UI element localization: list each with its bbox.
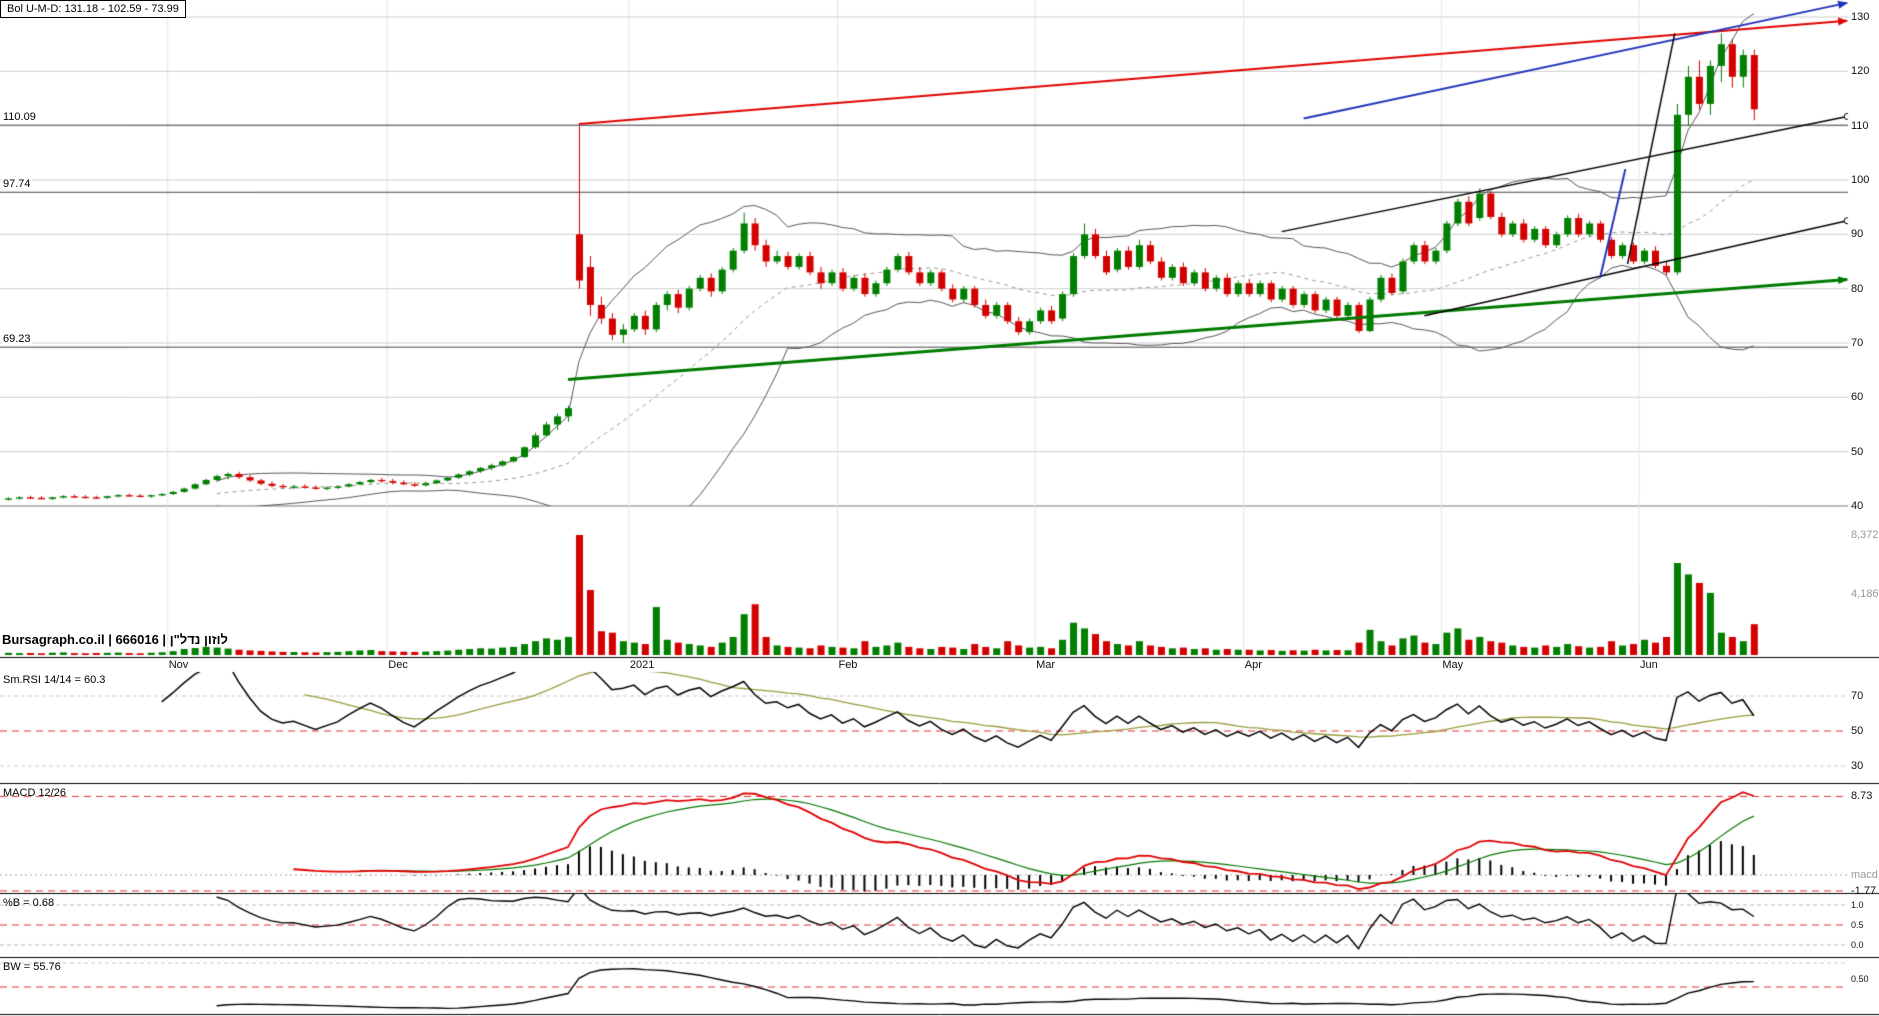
percent-b-panel-title: %B = 0.68 <box>3 897 55 909</box>
volume-axis-tick: 4,186 <box>1851 588 1879 601</box>
macd-axis-tick: macd <box>1851 869 1878 881</box>
x-axis-month-label: 2021 <box>629 659 655 671</box>
price-axis-tick: 60 <box>1851 391 1864 404</box>
percent-b-axis-tick: 0.0 <box>1851 940 1864 950</box>
level-label-110: 110.09 <box>2 111 37 123</box>
level-label-69: 69.23 <box>2 333 32 345</box>
branding-watermark: Bursagraph.co.il | 666016 | לוזון נדל"ן <box>2 632 228 647</box>
price-axis-tick: 100 <box>1851 173 1870 186</box>
x-axis-month-label: Nov <box>168 659 189 671</box>
price-axis-tick: 110 <box>1851 119 1869 132</box>
rsi-axis-tick: 50 <box>1851 725 1864 737</box>
volume-axis-tick: 8,372 <box>1851 528 1879 541</box>
percent-b-axis-tick: 0.5 <box>1851 920 1864 930</box>
price-axis-tick: 80 <box>1851 282 1864 295</box>
rsi-panel-title: Sm.RSI 14/14 = 60.3 <box>3 674 106 686</box>
x-axis-month-label: Mar <box>1036 659 1056 671</box>
macd-axis-tick: -1.77 <box>1851 884 1877 897</box>
level-label-97: 97.74 <box>2 178 32 190</box>
price-axis-tick: 90 <box>1851 228 1864 241</box>
bw-panel-title: BW = 55.76 <box>3 961 61 973</box>
price-axis-tick: 50 <box>1851 445 1864 458</box>
macd-panel-title: MACD 12/26 <box>3 787 66 799</box>
percent-b-axis-tick: 1.0 <box>1851 900 1864 910</box>
x-axis-month-label: May <box>1442 659 1464 671</box>
macd-axis-tick: 8.73 <box>1851 790 1873 803</box>
x-axis-month-label: Dec <box>388 659 408 671</box>
x-axis-month-label: Jun <box>1640 659 1658 671</box>
rsi-axis-tick: 70 <box>1851 690 1864 702</box>
price-axis-tick: 130 <box>1851 11 1870 23</box>
price-axis-tick: 40 <box>1851 499 1864 512</box>
x-axis-month-label: Feb <box>838 659 858 671</box>
rsi-axis-tick: 30 <box>1851 760 1864 772</box>
price-axis-tick: 70 <box>1851 336 1864 349</box>
bollinger-values-box: Bol U-M-D: 131.18 - 102.59 - 73.99 <box>0 0 186 18</box>
price-axis-tick: 120 <box>1851 65 1870 78</box>
bw-axis-tick: 0.50 <box>1851 974 1869 984</box>
x-axis-month-label: Apr <box>1244 659 1262 671</box>
